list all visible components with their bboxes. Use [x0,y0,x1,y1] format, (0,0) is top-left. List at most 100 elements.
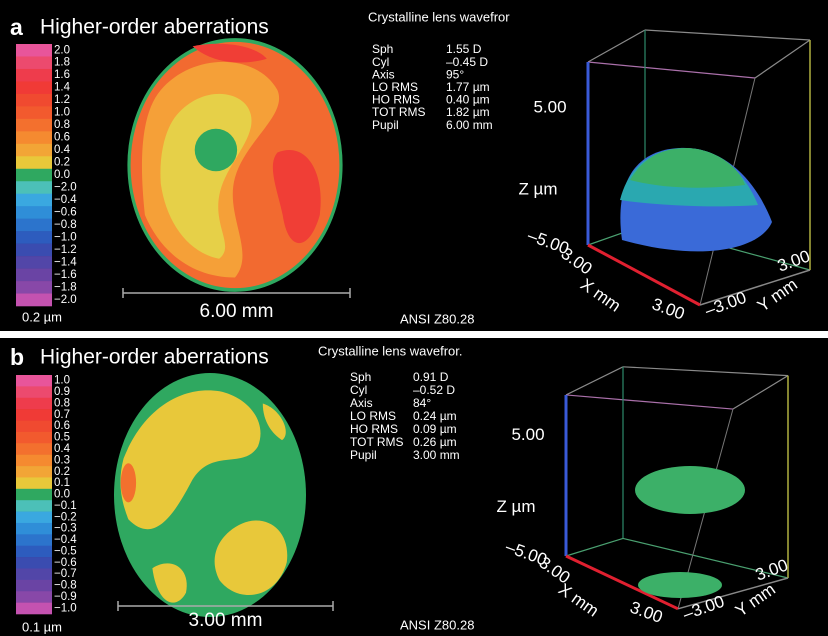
map-region [272,150,321,244]
stat-value: –0.52 D [413,383,455,397]
stat-value: 95° [446,67,464,81]
legend-swatch [16,386,52,399]
axis3d-label: Z µm [496,497,535,516]
stat-label: Sph [372,42,393,56]
stat-label: Pupil [372,118,399,132]
legend-swatch [16,545,52,558]
legend-label: 0.8 [54,397,70,409]
legend-swatch [16,193,52,207]
stat-label: Cyl [372,55,389,69]
legend-swatch [16,409,52,421]
legend-label: 0.2 [54,157,70,169]
box-edge [565,554,679,611]
legend-swatch [16,591,52,603]
box-edge [699,269,811,306]
stat-value: 0.09 µm [413,422,457,436]
legend-swatch [16,568,52,581]
stat-label: HO RMS [350,422,398,436]
legend-swatch [16,106,52,120]
legend-swatch [16,293,52,307]
legend-swatch [16,206,52,219]
stat-value: 1.77 µm [446,80,490,94]
legend-swatch [16,143,52,157]
legend-swatch [16,81,52,95]
box-edge [565,366,624,396]
legend-swatch [16,522,52,535]
map-region [120,390,261,530]
stat-value: –0.45 D [446,55,488,69]
map-region [262,403,286,441]
legend-unit: 0.1 µm [22,619,62,634]
scale-label: 6.00 mm [200,301,274,322]
legend-label: 0.6 [54,420,70,432]
legend-label: 0.4 [54,144,71,156]
box-edge [754,39,811,79]
surface [635,466,745,514]
legend-swatch [16,243,52,257]
box-edge [622,366,789,377]
legend-label: −0.7 [54,568,77,580]
legend-swatch [16,397,52,410]
stat-label: TOT RMS [372,105,426,119]
map-region [194,128,238,172]
stat-label: Axis [350,396,373,410]
legend-swatch [16,168,52,182]
box-edge [677,577,789,610]
stat-value: 6.00 mm [446,118,493,132]
stat-label: HO RMS [372,93,420,107]
stat-label: Sph [350,370,371,384]
legend-label: 0.4 [54,443,71,455]
legend-swatch [16,431,52,444]
subtitle: Crystalline lens wavefror. [318,343,463,358]
legend-label: 0.5 [54,432,70,444]
legend-swatch [16,420,52,433]
legend-label: −0.4 [54,194,77,206]
stat-label: Cyl [350,383,367,397]
map-region [192,43,267,63]
legend-label: 0.8 [54,119,70,131]
legend-label: −1.8 [54,281,77,293]
legend-label: 0.9 [54,386,70,398]
legend-label: −0.3 [54,523,77,535]
legend-swatch [16,443,52,455]
legend-swatch [16,93,52,107]
box-edge [587,61,756,79]
legend-swatch [16,488,52,501]
legend-swatch [16,44,52,57]
standard: ANSI Z80.28 [400,617,474,632]
stat-value: 3.00 mm [413,448,460,462]
legend-label: −1.0 [54,602,77,614]
panel-title: Higher-order aberrations [40,346,269,369]
legend-swatch [16,602,52,615]
legend-swatch [16,281,52,294]
legend-swatch [16,118,52,132]
legend-label: −0.8 [54,219,77,231]
legend-swatch [16,68,52,82]
axis3d-label: 5.00 [533,97,566,116]
legend-label: −0.4 [54,534,77,546]
legend-label: −1.2 [54,244,77,256]
legend-label: −0.6 [54,206,77,218]
legend-label: −1.0 [54,231,77,243]
legend-unit: 0.2 µm [22,309,62,324]
legend-swatch [16,218,52,232]
stat-value: 84° [413,396,431,410]
legend-swatch [16,268,52,282]
stat-label: TOT RMS [350,435,404,449]
panel-label: a [10,14,23,40]
box-edge [732,375,789,410]
legend-label: −0.9 [54,591,77,603]
legend-label: −2.0 [54,182,77,194]
legend-swatch [16,579,52,592]
legend-label: 1.0 [54,107,70,119]
stat-value: 0.91 D [413,370,449,384]
legend-swatch [16,534,52,547]
panel-title: Higher-order aberrations [40,16,269,39]
stat-label: LO RMS [350,409,396,423]
scale-label: 3.00 mm [189,610,263,631]
legend-label: 0.0 [54,169,70,181]
legend-label: 0.2 [54,466,70,478]
map-region [214,520,288,596]
legend-swatch [16,256,52,269]
